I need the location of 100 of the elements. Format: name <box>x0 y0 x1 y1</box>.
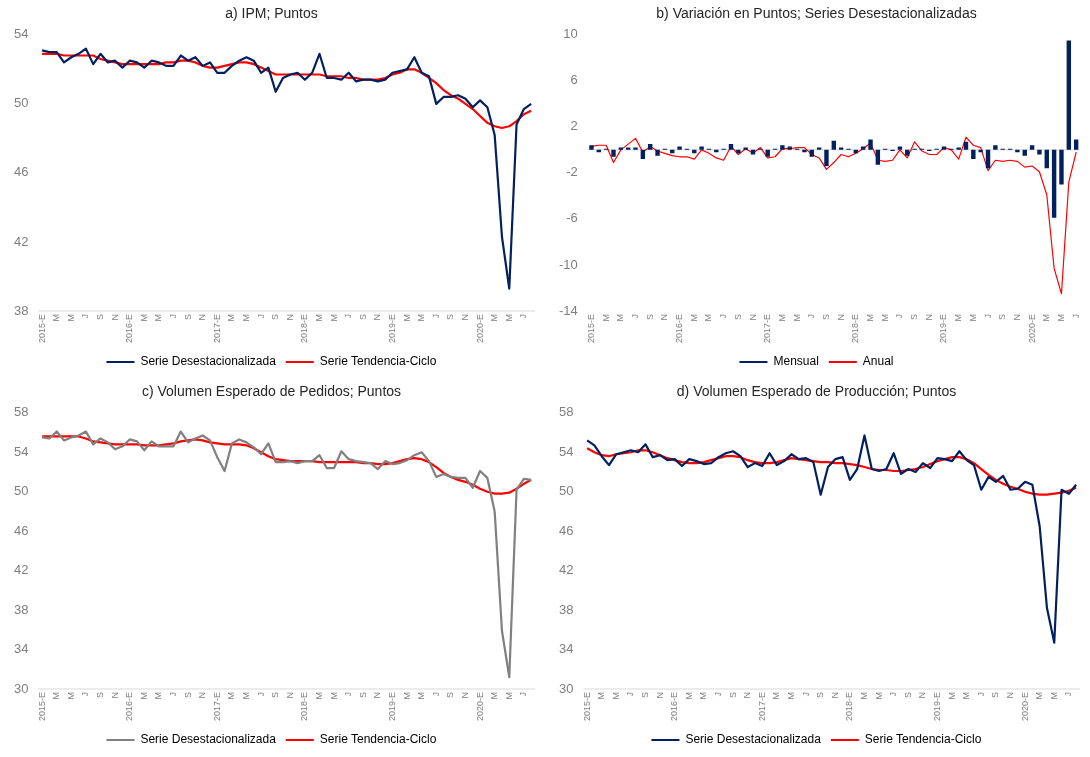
bar <box>860 146 866 150</box>
x-tick-label: 2017-E <box>756 691 767 722</box>
x-tick-label: N <box>829 691 840 699</box>
bar <box>743 147 748 150</box>
x-tick-label: 2016-E <box>124 691 135 722</box>
x-tick-label: M <box>328 313 339 322</box>
x-tick-label: M <box>615 313 626 322</box>
x-tick-label: M <box>688 313 699 322</box>
x-tick-label: 2018-E <box>299 691 310 722</box>
x-tick-label: 2019-E <box>386 313 397 344</box>
x-tick-label: M <box>226 691 237 700</box>
y-tick-label: 30 <box>558 680 574 696</box>
x-tick-label: 2020-E <box>474 313 485 344</box>
x-tick-label: M <box>946 691 957 700</box>
bar <box>956 147 961 150</box>
x-tick-label: S <box>94 313 105 320</box>
y-tick-label: 54 <box>558 443 574 459</box>
x-tick-label: M <box>785 691 796 700</box>
bar <box>787 146 792 150</box>
y-tick-label: -2 <box>566 164 578 180</box>
x-tick-label: S <box>445 691 456 698</box>
bar <box>941 146 947 150</box>
x-tick-label: J <box>518 313 529 319</box>
x-tick-label: M <box>776 313 787 322</box>
bar <box>905 149 910 156</box>
chart-title: c) Volumen Esperado de Pedidos; Puntos <box>141 383 402 400</box>
x-tick-label: M <box>600 313 611 322</box>
bar <box>648 144 653 150</box>
x-tick-label: S <box>639 691 650 698</box>
x-tick-label: J <box>255 313 266 319</box>
y-tick-label: 50 <box>558 483 574 499</box>
x-tick-label: 2015-E <box>36 313 47 344</box>
x-tick-label: M <box>401 691 412 700</box>
x-tick-label: J <box>167 691 178 697</box>
x-tick-label: J <box>806 313 817 319</box>
y-tick-label: -10 <box>558 256 578 272</box>
bar <box>1059 149 1064 185</box>
x-tick-label: 2019-E <box>931 691 942 722</box>
x-tick-label: N <box>284 313 295 321</box>
x-tick-label: M <box>138 313 149 322</box>
y-tick-label: 58 <box>13 404 29 420</box>
x-tick-label: 2015-E <box>36 691 47 722</box>
x-tick-label: M <box>703 313 714 322</box>
y-tick-label: 42 <box>13 562 29 578</box>
x-tick-label: M <box>416 313 427 322</box>
x-tick-label: 2017-E <box>211 691 222 722</box>
y-tick-label: 54 <box>13 443 29 459</box>
x-tick-label: S <box>644 313 655 320</box>
x-tick-label: J <box>430 691 441 697</box>
x-tick-label: J <box>1070 313 1081 319</box>
y-tick-label: 42 <box>13 233 29 249</box>
legend-label: Serie Desestacionalizada <box>685 732 822 747</box>
x-tick-label: N <box>109 313 120 321</box>
y-tick-label: 50 <box>13 483 29 499</box>
y-tick-label: 30 <box>13 680 29 696</box>
legend-label: Anual <box>862 354 894 369</box>
x-tick-label: J <box>1063 691 1074 697</box>
x-tick-label: 2018-E <box>299 313 310 344</box>
x-tick-label: J <box>630 313 641 319</box>
x-tick-label: N <box>372 691 383 699</box>
y-tick-label: 34 <box>558 641 574 657</box>
x-tick-label: M <box>873 691 884 700</box>
x-tick-label: 2019-E <box>938 313 949 344</box>
x-tick-label: N <box>197 691 208 699</box>
bar <box>633 147 638 150</box>
y-tick-label: 58 <box>558 404 574 420</box>
bar <box>1066 40 1072 150</box>
bar <box>1022 149 1027 156</box>
bar <box>765 149 770 157</box>
x-tick-label: M <box>489 313 500 322</box>
x-tick-label: M <box>683 691 694 700</box>
x-tick-label: J <box>718 313 729 319</box>
x-tick-label: J <box>625 691 636 697</box>
x-tick-label: J <box>255 691 266 697</box>
x-tick-label: J <box>800 691 811 697</box>
bar <box>677 146 682 150</box>
x-tick-label: M <box>961 691 972 700</box>
x-tick-label: N <box>654 691 665 699</box>
x-tick-label: M <box>865 313 876 322</box>
x-tick-label: M <box>65 313 76 322</box>
x-tick-label: M <box>1034 691 1045 700</box>
x-tick-label: N <box>372 313 383 321</box>
x-tick-label: 2020-E <box>474 691 485 722</box>
x-tick-label: J <box>80 691 91 697</box>
bar <box>1029 145 1035 150</box>
x-tick-label: M <box>967 313 978 322</box>
x-tick-label: M <box>489 691 500 700</box>
x-tick-label: N <box>659 313 670 321</box>
bar <box>875 149 881 165</box>
x-tick-label: N <box>917 691 928 699</box>
x-tick-label: 2016-E <box>124 313 135 344</box>
x-tick-label: S <box>997 313 1008 320</box>
x-tick-label: M <box>698 691 709 700</box>
bar <box>1015 149 1020 153</box>
bar <box>736 149 741 154</box>
bar <box>1037 149 1042 155</box>
x-tick-label: 2020-E <box>1019 691 1030 722</box>
x-tick-label: J <box>894 313 905 319</box>
x-tick-label: S <box>270 691 281 698</box>
x-tick-label: M <box>65 691 76 700</box>
